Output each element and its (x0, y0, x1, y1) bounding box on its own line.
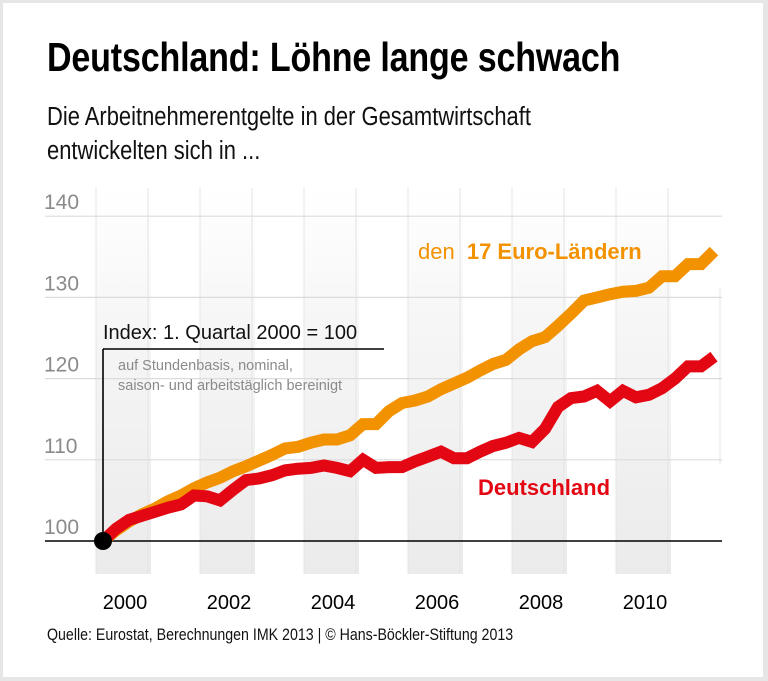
y-tick-label: 120 (44, 354, 79, 377)
origin-dot (94, 532, 112, 550)
x-tick-label: 2010 (623, 592, 668, 614)
year-band (200, 188, 255, 574)
y-axis-ticks: 100 110 120 130 140 (44, 191, 79, 539)
chart-subtitle: Die Arbeitnehmerentgelte in der Gesamtwi… (47, 100, 531, 168)
note-line-1: auf Stundenbasis, nominal, (118, 358, 293, 374)
source-footer: Quelle: Eurostat, Berechnungen IMK 2013 … (47, 626, 514, 644)
x-tick-label: 2008 (519, 592, 564, 614)
y-tick-label: 100 (44, 516, 79, 539)
subtitle-line-2: entwickelten sich in ... (47, 137, 261, 165)
y-tick-label: 110 (44, 435, 77, 458)
x-tick-label: 2000 (103, 592, 148, 614)
series-line-germany (98, 351, 718, 546)
legend-label-euro-prefix: den (418, 239, 455, 264)
legend-label-germany: Deutschland (478, 475, 610, 500)
year-band (304, 188, 359, 574)
legend-label-euro-main: 17 Euro-Ländern (467, 239, 642, 264)
x-tick-label: 2002 (207, 592, 252, 614)
y-tick-label: 130 (44, 272, 79, 295)
legend-label-euro: den 17 Euro-Ländern (418, 239, 642, 264)
note-line-2: saison- und arbeitstäglich bereinigt (118, 378, 342, 394)
index-label: Index: 1. Quartal 2000 = 100 (103, 322, 357, 344)
year-bands (95, 188, 721, 574)
index-annotation: Index: 1. Quartal 2000 = 100 auf Stunden… (102, 322, 384, 541)
x-tick-label: 2006 (415, 592, 460, 614)
series-line-euro17 (99, 246, 719, 546)
series-lines (98, 246, 719, 546)
y-tick-label: 140 (44, 191, 79, 214)
chart-title: Deutschland: Löhne lange schwach (47, 34, 621, 80)
x-axis-ticks: 2000 2002 2004 2006 2008 2010 (103, 592, 668, 614)
subtitle-line-1: Die Arbeitnehmerentgelte in der Gesamtwi… (47, 103, 531, 131)
year-band (512, 188, 567, 574)
x-tick-label: 2004 (311, 592, 356, 614)
